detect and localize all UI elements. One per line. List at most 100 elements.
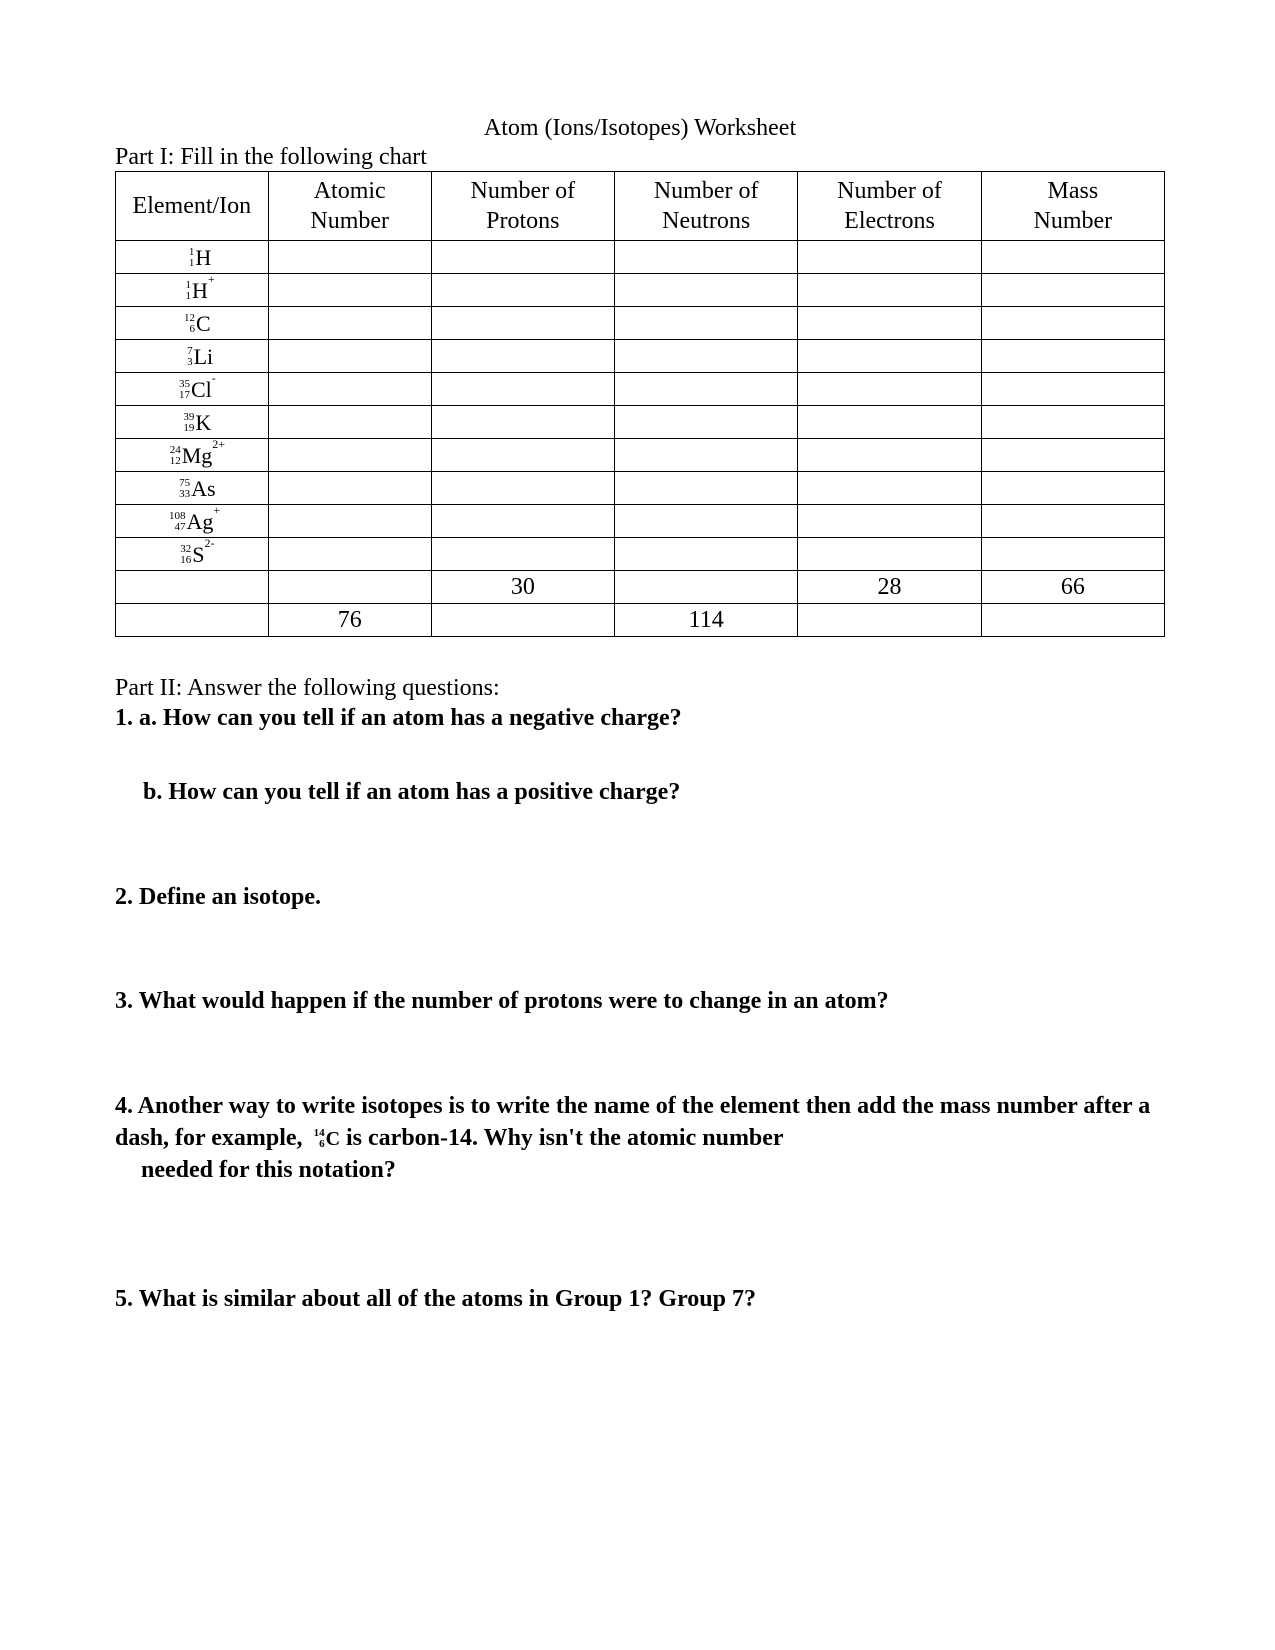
table-row: 3517Cl- xyxy=(116,373,1165,406)
table-row: 10847Ag+ xyxy=(116,505,1165,538)
data-cell xyxy=(981,373,1164,406)
worksheet-page: Atom (Ions/Isotopes) Worksheet Part I: F… xyxy=(0,0,1275,1650)
data-cell xyxy=(981,439,1164,472)
data-cell xyxy=(798,439,981,472)
table-row: 126C xyxy=(116,307,1165,340)
data-cell xyxy=(431,505,614,538)
data-cell xyxy=(431,340,614,373)
data-cell xyxy=(615,472,798,505)
element-cell xyxy=(116,571,269,604)
table-row: 11H+ xyxy=(116,274,1165,307)
element-cell: 11H xyxy=(116,241,269,274)
question-1b: b. How can you tell if an atom has a pos… xyxy=(115,776,1165,808)
data-cell xyxy=(798,472,981,505)
table-row: 2412Mg2+ xyxy=(116,439,1165,472)
data-cell xyxy=(268,472,431,505)
question-5: 5. What is similar about all of the atom… xyxy=(115,1283,1165,1315)
element-cell: 10847Ag+ xyxy=(116,505,269,538)
question-4: 4. Another way to write isotopes is to w… xyxy=(115,1090,1165,1187)
data-cell xyxy=(268,538,431,571)
data-cell xyxy=(615,571,798,604)
element-cell: 3919K xyxy=(116,406,269,439)
table-row: 76 114 xyxy=(116,604,1165,637)
question-1a: 1. a. How can you tell if an atom has a … xyxy=(115,702,1165,734)
data-cell: 76 xyxy=(268,604,431,637)
element-cell: 11H+ xyxy=(116,274,269,307)
table-row: 7533As xyxy=(116,472,1165,505)
table-row: 3919K xyxy=(116,406,1165,439)
data-cell xyxy=(268,571,431,604)
table-row: 3216S2- xyxy=(116,538,1165,571)
data-cell xyxy=(798,307,981,340)
table-header-row: Element/IonAtomicNumberNumber ofProtonsN… xyxy=(116,172,1165,241)
data-cell xyxy=(431,538,614,571)
data-cell xyxy=(615,538,798,571)
data-cell xyxy=(981,604,1164,637)
data-cell xyxy=(981,340,1164,373)
data-cell xyxy=(268,439,431,472)
data-cell xyxy=(615,439,798,472)
data-cell xyxy=(268,340,431,373)
data-cell xyxy=(798,274,981,307)
data-cell: 30 xyxy=(431,571,614,604)
part1-label: Part I: Fill in the following chart xyxy=(115,144,1165,171)
data-cell xyxy=(615,373,798,406)
table-row: 11H xyxy=(116,241,1165,274)
data-cell xyxy=(615,406,798,439)
data-cell xyxy=(615,505,798,538)
data-cell xyxy=(431,406,614,439)
data-cell xyxy=(798,406,981,439)
data-cell xyxy=(615,274,798,307)
element-cell: 126C xyxy=(116,307,269,340)
data-cell xyxy=(981,538,1164,571)
data-cell xyxy=(798,373,981,406)
table-header-cell: Number ofProtons xyxy=(431,172,614,241)
data-cell xyxy=(981,307,1164,340)
data-cell xyxy=(615,241,798,274)
data-cell: 28 xyxy=(798,571,981,604)
question-2: 2. Define an isotope. xyxy=(115,881,1165,913)
data-cell xyxy=(798,241,981,274)
element-cell: 73Li xyxy=(116,340,269,373)
data-cell xyxy=(431,307,614,340)
data-cell xyxy=(981,274,1164,307)
data-cell xyxy=(798,505,981,538)
data-cell xyxy=(431,373,614,406)
table-header-cell: Number ofElectrons xyxy=(798,172,981,241)
data-cell xyxy=(798,604,981,637)
question-4-nuclide: 146C xyxy=(309,1122,340,1154)
element-cell xyxy=(116,604,269,637)
page-title: Atom (Ions/Isotopes) Worksheet xyxy=(115,115,1165,142)
element-cell: 3216S2- xyxy=(116,538,269,571)
data-cell xyxy=(268,307,431,340)
data-cell: 66 xyxy=(981,571,1164,604)
data-cell: 114 xyxy=(615,604,798,637)
data-cell xyxy=(431,439,614,472)
data-cell xyxy=(431,274,614,307)
data-cell xyxy=(615,307,798,340)
table-header-cell: MassNumber xyxy=(981,172,1164,241)
element-cell: 3517Cl- xyxy=(116,373,269,406)
data-cell xyxy=(268,505,431,538)
question-4-post-1: is carbon-14. Why isn't the atomic numbe… xyxy=(340,1125,784,1151)
data-cell xyxy=(431,241,614,274)
data-cell xyxy=(981,472,1164,505)
table-header-cell: Number ofNeutrons xyxy=(615,172,798,241)
data-cell xyxy=(268,274,431,307)
table-row: 30 2866 xyxy=(116,571,1165,604)
data-cell xyxy=(268,241,431,274)
data-cell xyxy=(431,472,614,505)
isotope-table: Element/IonAtomicNumberNumber ofProtonsN… xyxy=(115,171,1165,637)
data-cell xyxy=(981,406,1164,439)
question-4-post-2: needed for this notation? xyxy=(115,1154,1165,1186)
data-cell xyxy=(431,604,614,637)
table-header-cell: Element/Ion xyxy=(116,172,269,241)
element-cell: 7533As xyxy=(116,472,269,505)
table-row: 73Li xyxy=(116,340,1165,373)
element-cell: 2412Mg2+ xyxy=(116,439,269,472)
data-cell xyxy=(981,241,1164,274)
question-3: 3. What would happen if the number of pr… xyxy=(115,985,1165,1017)
data-cell xyxy=(268,406,431,439)
data-cell xyxy=(981,505,1164,538)
part2-label: Part II: Answer the following questions: xyxy=(115,675,1165,702)
